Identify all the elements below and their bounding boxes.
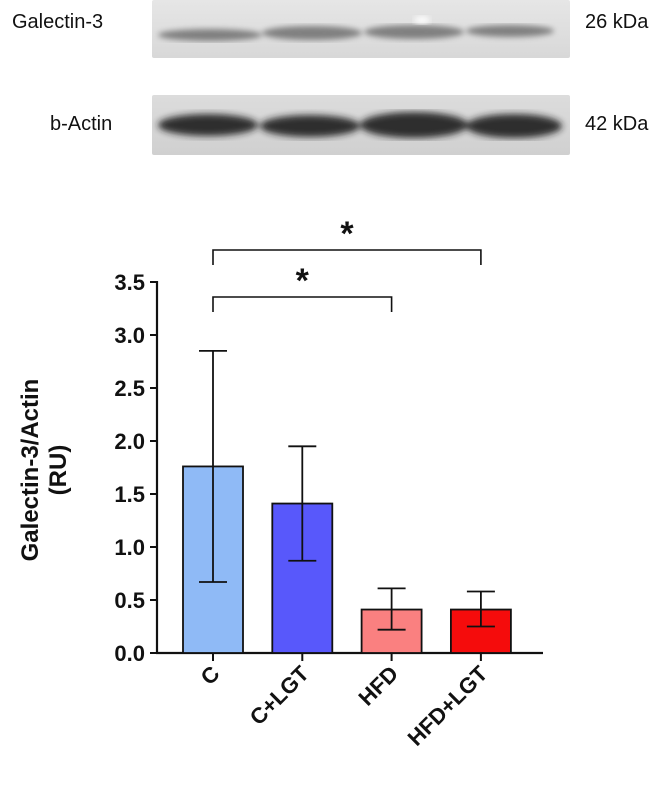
y-tick-label: 2.5 <box>114 376 145 401</box>
y-tick-label: 0.5 <box>114 588 145 613</box>
blot-image-galectin-3 <box>152 0 570 58</box>
x-tick-label: HFD <box>353 661 403 711</box>
x-tick-labels: C C+LGT HFD HFD+LGT <box>196 660 493 750</box>
y-axis-title-line: Galectin-3/Actin <box>17 379 44 562</box>
y-axis-title-line: (RU) <box>45 445 72 496</box>
y-axis-title: Galectin-3/Actin (RU) <box>17 379 72 562</box>
y-tick-label: 3.5 <box>114 270 145 295</box>
y-tick-labels: 0.0 0.5 1.0 1.5 2.0 2.5 3.0 3.5 <box>114 270 145 666</box>
blot-label-galectin-3: Galectin-3 <box>12 11 104 33</box>
significance-bracket <box>212 296 393 312</box>
significance-bracket <box>212 249 482 265</box>
y-tick-label: 0.0 <box>114 641 145 666</box>
y-tick-label: 3.0 <box>114 323 145 348</box>
bars <box>182 465 512 654</box>
x-tick-label: HFD+LGT <box>403 660 493 750</box>
y-tick-label: 2.0 <box>114 429 145 454</box>
blot-label-b-actin: b-Actin <box>50 113 113 135</box>
blot-image-b-actin <box>152 95 570 155</box>
error-bars <box>199 349 495 631</box>
x-tick-label: C+LGT <box>245 660 314 729</box>
y-tick-label: 1.0 <box>114 535 145 560</box>
blot-size-b-actin: 42 kDa <box>585 113 649 135</box>
significance-brackets: ** <box>212 215 482 312</box>
significance-star: * <box>340 215 354 253</box>
y-tick-label: 1.5 <box>114 482 145 507</box>
blot-size-galectin-3: 26 kDa <box>585 11 649 33</box>
significance-star: * <box>296 262 310 300</box>
x-tick-label: C <box>196 661 225 690</box>
